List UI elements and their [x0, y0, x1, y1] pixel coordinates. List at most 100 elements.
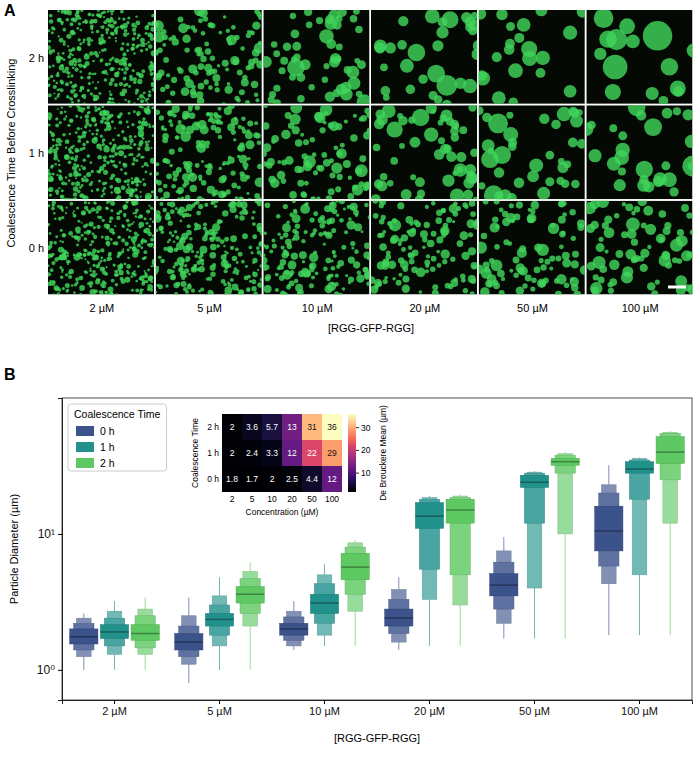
droplet — [106, 257, 110, 261]
droplet — [108, 254, 112, 258]
droplet — [398, 116, 408, 126]
droplet — [479, 10, 487, 20]
droplet — [614, 179, 626, 191]
droplet — [442, 100, 453, 104]
droplet — [134, 235, 138, 239]
micrograph-tile — [479, 10, 585, 104]
droplet — [564, 160, 572, 168]
droplet — [156, 109, 160, 114]
droplet — [160, 230, 164, 234]
droplet — [661, 58, 679, 76]
droplet — [172, 105, 180, 113]
droplet — [74, 148, 78, 152]
droplet — [200, 254, 203, 257]
droplet — [167, 111, 172, 116]
droplet — [200, 288, 204, 292]
droplet — [136, 111, 141, 116]
droplet — [141, 69, 145, 73]
droplet — [245, 100, 250, 104]
droplet — [128, 63, 132, 67]
droplet — [75, 131, 78, 134]
droplet — [479, 106, 484, 115]
droplet — [71, 284, 74, 287]
droplet — [177, 257, 185, 265]
micrograph-background — [48, 10, 154, 104]
droplet — [78, 168, 81, 171]
droplet — [102, 219, 105, 222]
droplet — [74, 63, 77, 66]
droplet — [106, 242, 109, 245]
droplet — [148, 140, 151, 143]
droplet — [88, 82, 91, 85]
droplet — [322, 77, 328, 83]
droplet — [85, 61, 90, 66]
droplet — [105, 28, 109, 32]
droplet — [673, 86, 684, 97]
droplet — [425, 10, 440, 24]
droplet — [239, 89, 245, 95]
droplet — [165, 214, 171, 220]
droplet — [55, 235, 58, 238]
droplet — [130, 188, 132, 190]
droplet — [72, 165, 77, 170]
droplet — [314, 112, 324, 122]
droplet — [55, 124, 59, 128]
droplet — [103, 146, 109, 152]
droplet — [397, 40, 407, 50]
droplet — [75, 181, 80, 186]
droplet — [130, 192, 133, 195]
droplet — [66, 252, 69, 255]
droplet — [367, 112, 370, 118]
droplet — [163, 192, 170, 199]
droplet — [87, 154, 91, 158]
droplet — [134, 244, 136, 246]
droplet — [152, 134, 155, 137]
droplet — [110, 159, 113, 162]
droplet — [238, 252, 243, 257]
droplet — [114, 225, 116, 227]
droplet — [96, 30, 100, 34]
droplet — [252, 234, 257, 239]
droplet — [153, 208, 154, 211]
droplet — [48, 149, 53, 154]
droplet — [107, 122, 109, 124]
droplet — [137, 34, 141, 38]
droplet — [168, 221, 173, 226]
droplet — [236, 272, 239, 275]
droplet — [137, 147, 141, 151]
droplet — [135, 45, 138, 48]
droplet — [52, 173, 55, 176]
droplet — [117, 134, 120, 137]
droplet — [103, 11, 106, 14]
droplet — [111, 160, 114, 163]
droplet — [174, 247, 179, 252]
droplet — [107, 10, 110, 13]
droplet — [58, 160, 60, 162]
droplet — [96, 211, 99, 214]
droplet — [64, 11, 68, 15]
droplet — [281, 130, 291, 140]
droplet — [191, 250, 194, 253]
droplet — [353, 10, 360, 15]
droplet — [122, 52, 126, 56]
droplet — [139, 140, 144, 145]
droplet — [64, 110, 67, 113]
droplet — [59, 111, 63, 115]
droplet — [196, 211, 201, 216]
droplet — [103, 170, 108, 175]
droplet — [687, 43, 693, 57]
droplet — [102, 270, 107, 275]
droplet — [318, 165, 325, 172]
droplet — [249, 280, 252, 283]
droplet — [151, 107, 154, 110]
droplet — [238, 144, 246, 152]
droplet — [123, 71, 127, 75]
droplet — [273, 50, 280, 57]
micrograph-background — [371, 10, 477, 104]
droplet — [255, 177, 262, 187]
droplet — [126, 219, 130, 223]
droplet — [132, 27, 136, 31]
droplet — [109, 10, 114, 13]
droplet — [75, 177, 77, 179]
droplet — [118, 150, 124, 156]
